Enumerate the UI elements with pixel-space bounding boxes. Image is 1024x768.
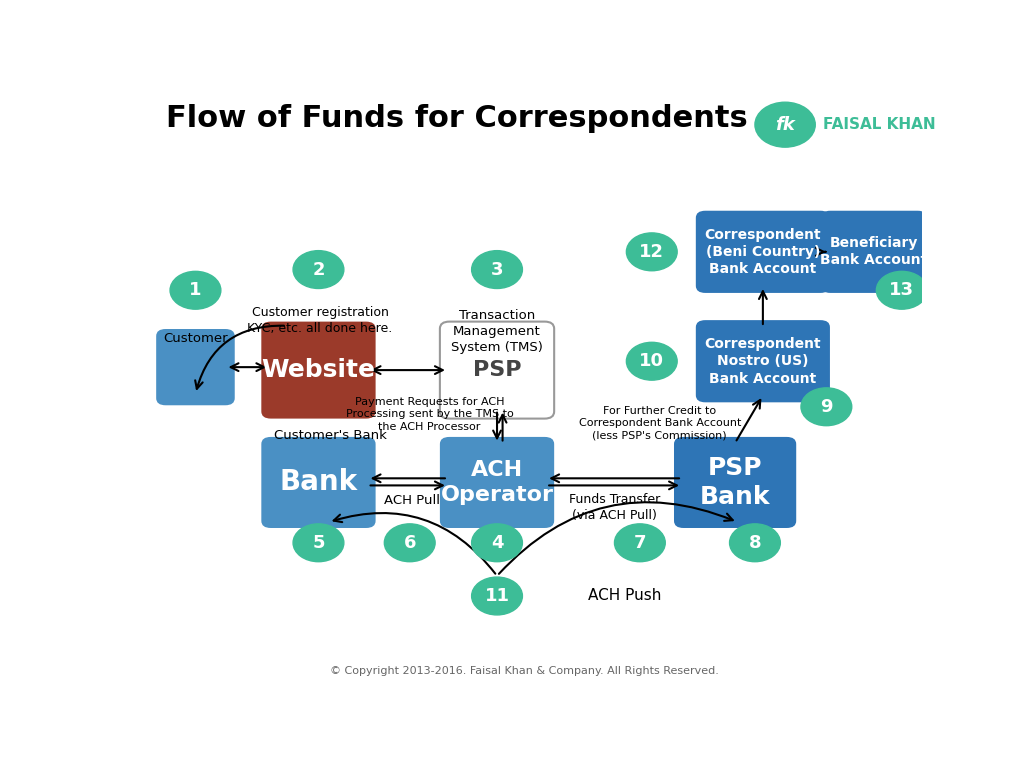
FancyBboxPatch shape (696, 320, 829, 402)
Text: 13: 13 (889, 281, 914, 300)
Text: 11: 11 (484, 587, 510, 605)
Text: Customer: Customer (163, 332, 227, 345)
FancyBboxPatch shape (261, 322, 376, 419)
FancyBboxPatch shape (261, 437, 376, 528)
Circle shape (614, 524, 666, 561)
Text: Transaction
Management
System (TMS): Transaction Management System (TMS) (452, 309, 543, 353)
Text: 4: 4 (490, 534, 503, 551)
Text: Funds Transfer
(via ACH Pull): Funds Transfer (via ACH Pull) (569, 493, 660, 521)
Text: ACH
Operator: ACH Operator (440, 460, 554, 505)
Text: 12: 12 (639, 243, 665, 261)
Circle shape (729, 524, 780, 561)
Circle shape (170, 271, 221, 310)
Circle shape (755, 102, 815, 147)
Circle shape (384, 524, 435, 561)
Circle shape (801, 388, 852, 425)
Text: FAISAL KHAN: FAISAL KHAN (823, 118, 936, 132)
Circle shape (877, 271, 927, 310)
Circle shape (627, 233, 677, 271)
Text: 9: 9 (820, 398, 833, 415)
Circle shape (627, 343, 677, 380)
Text: PSP
Bank: PSP Bank (699, 455, 770, 509)
Text: 6: 6 (403, 534, 416, 551)
Text: Payment Requests for ACH
Processing sent by the TMS to
the ACH Processor: Payment Requests for ACH Processing sent… (346, 397, 513, 432)
Text: ACH Push: ACH Push (588, 588, 662, 604)
Text: 2: 2 (312, 260, 325, 279)
FancyBboxPatch shape (157, 329, 234, 406)
FancyBboxPatch shape (674, 437, 797, 528)
Circle shape (293, 250, 344, 289)
FancyBboxPatch shape (440, 437, 554, 528)
Text: 3: 3 (490, 260, 503, 279)
Text: For Further Credit to
Correspondent Bank Account
(less PSP's Commission): For Further Credit to Correspondent Bank… (579, 406, 741, 441)
Circle shape (472, 577, 522, 615)
Text: 1: 1 (189, 281, 202, 300)
Circle shape (472, 524, 522, 561)
Text: ACH Pull: ACH Pull (384, 494, 440, 507)
FancyBboxPatch shape (696, 210, 829, 293)
Text: Customer registration
KYC, etc. all done here.: Customer registration KYC, etc. all done… (248, 306, 392, 336)
Text: Correspondent
(Beni Country)
Bank Account: Correspondent (Beni Country) Bank Accoun… (705, 227, 821, 276)
FancyBboxPatch shape (440, 322, 554, 419)
Text: 10: 10 (639, 353, 665, 370)
Text: fk: fk (775, 116, 795, 134)
Text: 5: 5 (312, 534, 325, 551)
Text: Correspondent
Nostro (US)
Bank Account: Correspondent Nostro (US) Bank Account (705, 337, 821, 386)
Text: Website: Website (261, 358, 376, 382)
Circle shape (293, 524, 344, 561)
Text: Flow of Funds for Correspondents: Flow of Funds for Correspondents (167, 104, 749, 134)
FancyBboxPatch shape (821, 210, 927, 293)
Circle shape (472, 250, 522, 289)
Text: PSP: PSP (473, 360, 521, 380)
Text: © Copyright 2013-2016. Faisal Khan & Company. All Rights Reserved.: © Copyright 2013-2016. Faisal Khan & Com… (331, 666, 719, 676)
Text: 7: 7 (634, 534, 646, 551)
Text: Customer's Bank: Customer's Bank (274, 429, 387, 442)
Text: Beneficiary
Bank Account: Beneficiary Bank Account (820, 237, 928, 267)
Text: Bank: Bank (280, 468, 357, 496)
Text: 8: 8 (749, 534, 761, 551)
